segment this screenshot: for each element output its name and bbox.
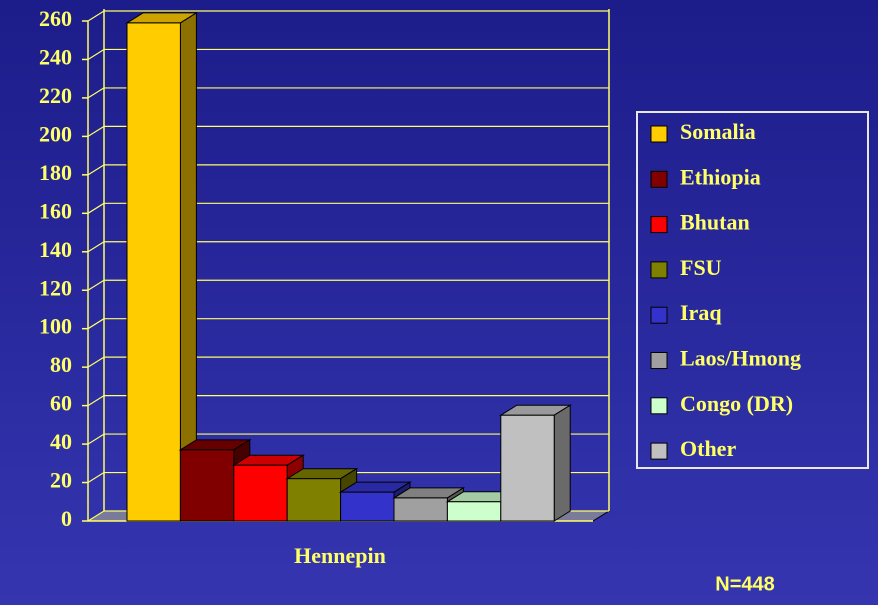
grid-line <box>87 318 105 330</box>
y-tick-label: 200 <box>39 121 72 146</box>
y-tick-label: 240 <box>39 45 72 70</box>
bar <box>393 497 448 522</box>
y-tick-label: 180 <box>39 160 72 185</box>
y-tick-label: 60 <box>50 391 72 416</box>
y-tick-label: 160 <box>39 198 72 223</box>
legend-swatch <box>650 306 668 324</box>
legend-box <box>636 111 869 469</box>
legend-swatch <box>650 216 668 234</box>
bar <box>500 414 555 522</box>
grid-line <box>87 48 105 60</box>
legend-label: Bhutan <box>680 210 750 235</box>
grid-line <box>87 241 105 253</box>
bar <box>286 478 342 522</box>
grid-line <box>87 279 105 291</box>
legend-label: Somalia <box>680 119 756 144</box>
y-tick-label: 220 <box>39 83 72 108</box>
y-tick-label: 20 <box>50 468 72 493</box>
legend-label: Iraq <box>680 300 722 325</box>
bar <box>126 22 181 522</box>
grid-line <box>87 472 105 484</box>
legend-swatch <box>650 352 668 369</box>
legend-label: FSU <box>680 255 722 280</box>
y-tick-label: 80 <box>50 352 72 377</box>
legend-swatch <box>650 170 668 188</box>
grid-line <box>87 164 105 176</box>
legend-label: Other <box>680 436 736 461</box>
y-tick-label: 140 <box>39 237 72 262</box>
legend-swatch <box>650 397 668 415</box>
grid-line <box>87 356 105 368</box>
annotation: N=448 <box>715 573 775 595</box>
grid-line <box>87 202 105 214</box>
grid-line <box>87 395 105 407</box>
grid-line <box>87 433 105 445</box>
bar <box>233 464 288 522</box>
y-tick-label: 120 <box>39 275 72 300</box>
grid-line <box>87 125 105 137</box>
legend-swatch <box>650 261 668 279</box>
grid-line <box>87 10 105 22</box>
legend-label: Ethiopia <box>680 164 761 189</box>
y-tick-label: 0 <box>61 506 72 531</box>
x-axis-label: Hennepin <box>294 543 386 568</box>
legend-swatch <box>650 442 668 460</box>
bar <box>340 491 395 522</box>
y-tick-label: 40 <box>50 429 72 454</box>
bar <box>446 501 502 522</box>
grid-line <box>87 510 105 522</box>
legend-swatch <box>650 125 668 143</box>
bar-side <box>553 404 571 522</box>
y-tick-label: 260 <box>39 6 72 31</box>
legend-label: Laos/Hmong <box>680 346 801 371</box>
legend-label: Congo (DR) <box>680 391 793 416</box>
bar <box>179 449 235 522</box>
grid-line <box>87 87 105 99</box>
y-tick-label: 100 <box>39 314 72 339</box>
